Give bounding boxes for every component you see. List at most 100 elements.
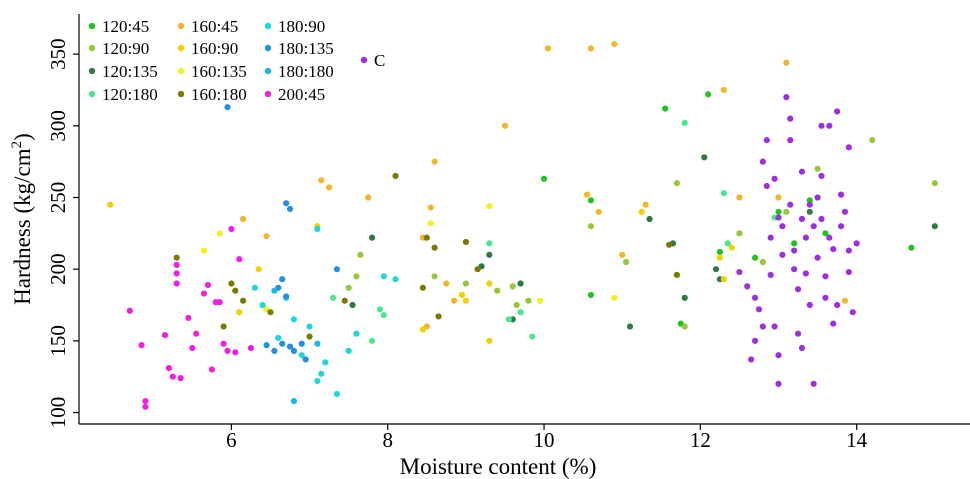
data-point: [720, 276, 727, 283]
data-point: [798, 215, 806, 223]
data-point: [775, 214, 782, 221]
data-points: [107, 41, 938, 410]
data-point: [240, 297, 247, 304]
data-point: [220, 323, 227, 330]
data-point: [107, 201, 114, 208]
data-point: [224, 104, 231, 111]
data-point: [853, 240, 860, 247]
data-point: [822, 273, 829, 280]
data-point: [771, 323, 778, 330]
legend-marker: [88, 44, 96, 52]
data-point: [869, 137, 876, 144]
legend-label: 180:135: [278, 39, 334, 58]
data-point: [173, 261, 180, 268]
data-point: [763, 137, 770, 144]
data-point: [380, 273, 387, 280]
data-point: [544, 45, 552, 52]
data-point: [318, 177, 325, 184]
legend-marker: [177, 90, 185, 98]
data-point: [845, 268, 852, 276]
data-point: [787, 201, 794, 208]
data-point: [751, 337, 759, 344]
data-point: [623, 258, 630, 266]
data-point: [318, 370, 325, 377]
data-point: [759, 323, 766, 330]
data-point: [779, 251, 786, 258]
data-point: [290, 347, 298, 354]
legend-label: 160:180: [191, 85, 247, 104]
data-point: [587, 291, 595, 299]
data-point: [341, 297, 348, 304]
data-point: [716, 254, 723, 261]
data-point: [431, 273, 438, 280]
legend-marker: [360, 56, 368, 64]
axes: [78, 14, 970, 425]
x-tick-label: 10: [534, 428, 555, 452]
data-point: [626, 323, 634, 330]
data-point: [419, 284, 426, 291]
data-point: [775, 380, 782, 387]
data-point: [259, 301, 266, 309]
data-point: [681, 294, 688, 301]
data-point: [818, 172, 825, 180]
data-point: [380, 311, 387, 319]
data-point: [619, 251, 626, 258]
data-point: [486, 202, 493, 210]
data-point: [204, 281, 212, 289]
data-point: [345, 284, 352, 291]
data-point: [783, 94, 790, 101]
data-point: [216, 230, 223, 237]
data-point: [822, 294, 829, 301]
data-point: [236, 256, 243, 263]
x-tick-label: 6: [226, 428, 237, 452]
data-point: [798, 344, 806, 352]
y-axis-label-end: ): [10, 133, 35, 141]
data-point: [138, 342, 145, 349]
data-point: [368, 337, 376, 344]
legend-label: 120:135: [102, 62, 158, 81]
legend-marker: [88, 90, 96, 98]
y-tick-label: 300: [46, 110, 70, 141]
data-point: [423, 234, 430, 241]
x-axis-label: Moisture content (%): [400, 454, 597, 479]
data-point: [451, 297, 458, 304]
data-point: [529, 333, 536, 340]
data-point: [681, 323, 688, 330]
data-point: [775, 194, 782, 201]
data-point: [486, 280, 493, 287]
data-point: [587, 45, 595, 52]
data-point: [189, 344, 196, 352]
data-point: [587, 197, 595, 204]
data-point: [662, 105, 669, 112]
data-point: [333, 390, 341, 397]
data-point: [767, 271, 774, 279]
data-point: [908, 244, 915, 251]
data-point: [642, 201, 649, 208]
data-point: [431, 244, 438, 251]
data-point: [841, 208, 849, 215]
data-point: [357, 251, 364, 258]
data-point: [251, 284, 258, 291]
data-point: [611, 41, 618, 48]
data-point: [759, 258, 766, 266]
legend-label: 160:45: [191, 17, 238, 36]
data-point: [720, 190, 727, 197]
legend-label: 180:180: [278, 62, 334, 81]
data-point: [826, 234, 833, 241]
legend-marker: [177, 44, 185, 52]
data-point: [822, 230, 829, 237]
data-point: [279, 276, 286, 283]
data-point: [173, 280, 180, 287]
y-tick-label: 250: [46, 182, 70, 214]
legend-marker: [264, 90, 272, 98]
data-point: [232, 287, 239, 294]
legend-marker: [88, 67, 96, 75]
data-point: [736, 194, 743, 201]
data-point: [474, 266, 481, 273]
data-point: [236, 309, 243, 316]
legend-label: C: [374, 51, 385, 70]
data-point: [224, 347, 231, 354]
data-point: [748, 356, 755, 363]
data-point: [791, 247, 798, 254]
data-point: [701, 154, 708, 161]
